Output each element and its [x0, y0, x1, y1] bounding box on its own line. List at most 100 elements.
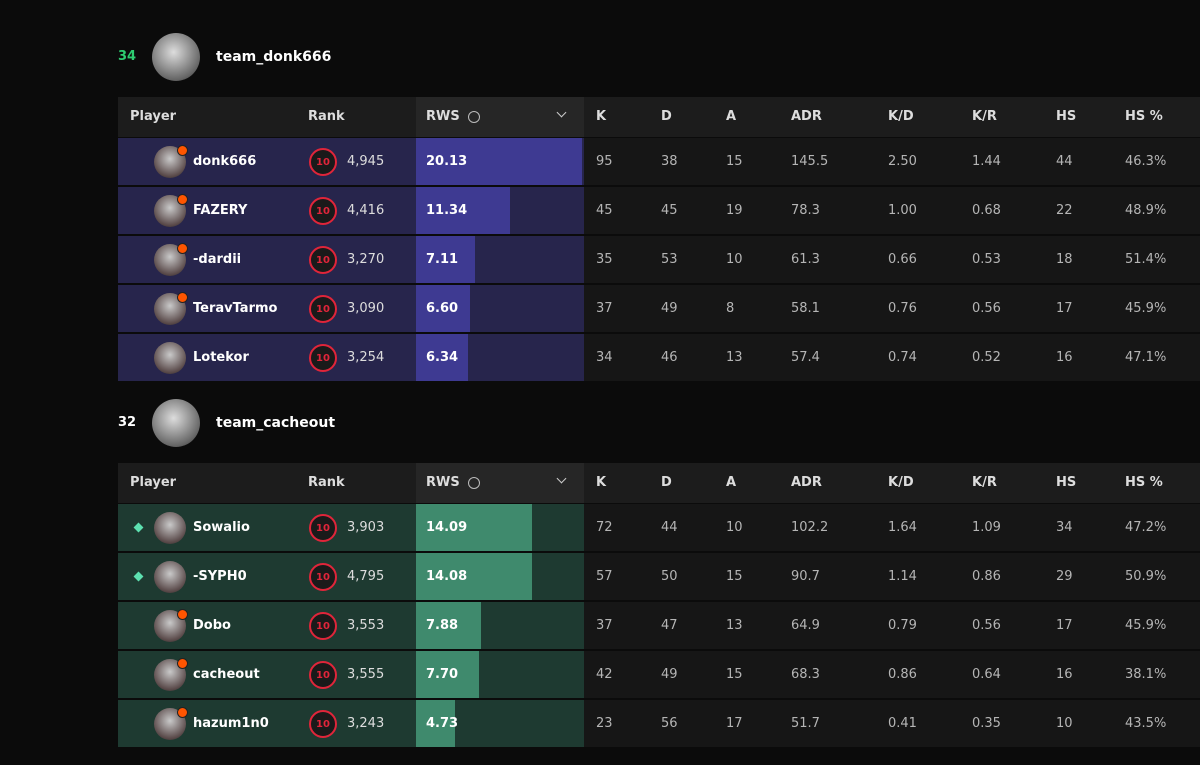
level-text: 10	[316, 523, 330, 534]
stat-d: 47	[661, 618, 678, 633]
level-text: 10	[316, 255, 330, 266]
stat-adr: 90.7	[791, 569, 820, 584]
level-icon	[309, 514, 337, 542]
player-name[interactable]: FAZERY	[193, 203, 248, 218]
stat-hs-pct: 48.9%	[1125, 203, 1167, 218]
stat-kr: 1.09	[972, 520, 1001, 535]
stats-cell	[584, 187, 1200, 234]
column-header: D	[661, 109, 672, 124]
stat-k: 34	[596, 350, 613, 365]
stat-hs: 17	[1056, 301, 1073, 316]
stat-k: 95	[596, 154, 613, 169]
avatar-badge	[177, 243, 188, 254]
rws-bar	[416, 553, 533, 600]
level-icon	[309, 295, 337, 323]
rws-value: 7.88	[426, 618, 459, 633]
stat-k: 23	[596, 716, 613, 731]
stats-cell	[584, 553, 1200, 600]
stats-cell	[584, 285, 1200, 332]
stat-hs: 44	[1056, 154, 1073, 169]
elo: 3,270	[347, 252, 385, 267]
column-header: A	[726, 109, 737, 124]
stat-hs: 17	[1056, 618, 1073, 633]
stat-kd: 1.64	[888, 520, 917, 535]
column-header: A	[726, 475, 737, 490]
info-icon	[468, 477, 480, 489]
stat-k: 37	[596, 301, 613, 316]
stat-adr: 78.3	[791, 203, 820, 218]
level-text: 10	[316, 621, 330, 632]
stat-d: 46	[661, 350, 678, 365]
rws-value: 7.70	[426, 667, 459, 682]
column-header[interactable]: RWS	[426, 475, 460, 490]
player-name[interactable]: TeravTarmo	[193, 301, 278, 316]
player-name[interactable]: Lotekor	[193, 350, 249, 365]
stat-d: 49	[661, 667, 678, 682]
column-header: Player	[130, 109, 177, 124]
player-name[interactable]: -dardii	[193, 252, 242, 267]
info-icon	[468, 111, 480, 123]
level-icon	[309, 612, 337, 640]
avatar-badge	[177, 194, 188, 205]
stat-kd: 0.41	[888, 716, 917, 731]
column-header: HS	[1056, 475, 1077, 490]
stats-cell	[584, 504, 1200, 551]
column-header[interactable]: RWS	[426, 109, 460, 124]
stat-a: 13	[726, 350, 743, 365]
team-name: team_donk666	[216, 49, 332, 65]
rws-value: 11.34	[426, 203, 468, 218]
stat-k: 72	[596, 520, 613, 535]
player-name[interactable]: cacheout	[193, 667, 260, 682]
stat-hs-pct: 46.3%	[1125, 154, 1167, 169]
column-header: ADR	[791, 475, 822, 490]
stat-a: 10	[726, 252, 743, 267]
elo: 3,903	[347, 520, 385, 535]
level-icon	[309, 661, 337, 689]
stats-cell	[584, 236, 1200, 283]
level-text: 10	[316, 572, 330, 583]
level-text: 10	[316, 206, 330, 217]
column-header: D	[661, 475, 672, 490]
player-name[interactable]: hazum1n0	[193, 716, 269, 731]
rws-value: 4.73	[426, 716, 459, 731]
stat-a: 15	[726, 569, 743, 584]
stat-kr: 0.56	[972, 618, 1001, 633]
player-name[interactable]: Dobo	[193, 618, 231, 633]
stat-hs: 34	[1056, 520, 1073, 535]
stat-kr: 0.86	[972, 569, 1001, 584]
column-header: HS %	[1125, 109, 1163, 124]
column-header: K/R	[972, 109, 997, 124]
elo: 3,254	[347, 350, 385, 365]
stat-hs: 10	[1056, 716, 1073, 731]
player-name[interactable]: donk666	[193, 154, 257, 169]
rws-value: 7.11	[426, 252, 459, 267]
elo: 3,090	[347, 301, 385, 316]
level-icon	[309, 148, 337, 176]
level-text: 10	[316, 353, 330, 364]
stat-adr: 102.2	[791, 520, 829, 535]
stat-hs-pct: 38.1%	[1125, 667, 1167, 682]
stat-kr: 0.56	[972, 301, 1001, 316]
stat-adr: 64.9	[791, 618, 820, 633]
level-icon	[309, 710, 337, 738]
stat-kr: 0.53	[972, 252, 1001, 267]
stat-a: 19	[726, 203, 743, 218]
elo: 3,243	[347, 716, 385, 731]
level-text: 10	[316, 670, 330, 681]
level-text: 10	[316, 304, 330, 315]
level-icon	[309, 344, 337, 372]
stat-a: 10	[726, 520, 743, 535]
rws-bar	[416, 138, 582, 185]
column-header: Rank	[308, 109, 345, 124]
player-name[interactable]: Sowalio	[193, 520, 250, 535]
stat-hs-pct: 45.9%	[1125, 618, 1167, 633]
rws-bar	[416, 285, 471, 332]
stats-cell	[584, 700, 1200, 747]
rws-value: 14.09	[426, 520, 468, 535]
player-name[interactable]: -SYPH0	[193, 569, 247, 584]
stat-d: 53	[661, 252, 678, 267]
stat-hs-pct: 51.4%	[1125, 252, 1167, 267]
stat-d: 44	[661, 520, 678, 535]
stat-k: 45	[596, 203, 613, 218]
